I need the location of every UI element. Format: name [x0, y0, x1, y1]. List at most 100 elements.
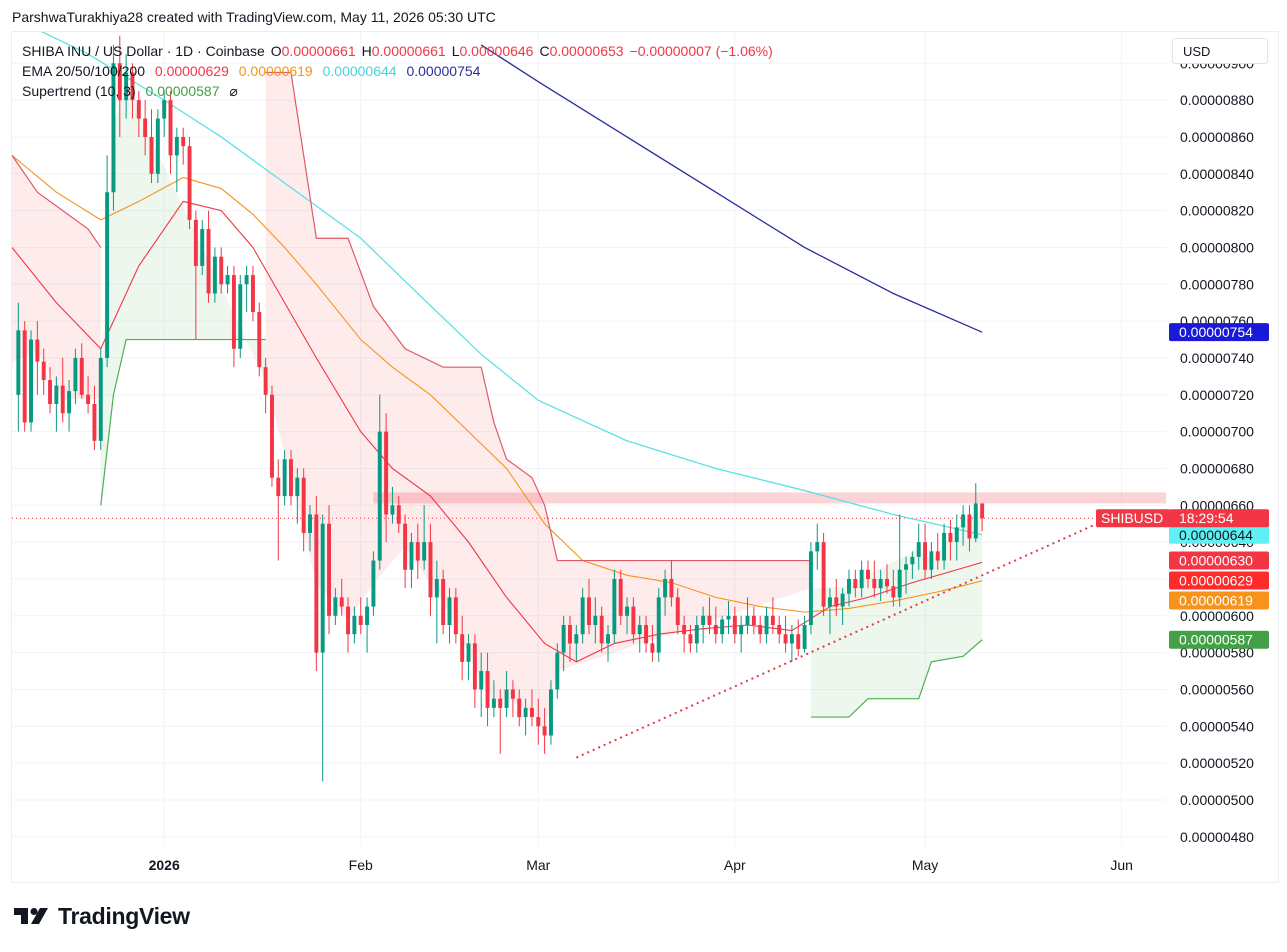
legend-ema50: 0.00000619	[238, 63, 313, 79]
candle-body	[346, 606, 351, 635]
candle-body	[713, 625, 718, 635]
candle-body	[859, 569, 864, 589]
candle-body	[327, 523, 331, 616]
candle-body	[384, 431, 389, 515]
candle-body	[295, 477, 300, 497]
header-credit: ParshwaTurakhiya28 created with TradingV…	[12, 9, 496, 25]
candle-body	[872, 578, 877, 589]
currency-selector[interactable]: USD	[1172, 38, 1268, 64]
y-tick-label: 0.00000540	[1180, 718, 1254, 734]
candle-body	[250, 275, 255, 312]
legend-change: −0.00000007 (−1.06%)	[629, 43, 773, 59]
candle-body	[466, 643, 471, 662]
candle-body	[701, 615, 706, 626]
legend-supertrend-label[interactable]: Supertrend (10, 3)	[22, 83, 136, 99]
candle-body	[352, 615, 357, 635]
candle-body	[460, 634, 465, 662]
candle-body	[878, 578, 883, 589]
supertrend-line-down	[265, 71, 811, 562]
supertrend-line-up	[100, 338, 266, 506]
candle-body	[637, 625, 642, 635]
symbol-label: SHIBUSD	[1101, 510, 1163, 526]
candle-body	[403, 523, 408, 570]
supertrend-fill-up	[100, 86, 266, 506]
candle-body	[98, 357, 103, 441]
price-label: 0.00000587	[1179, 632, 1253, 648]
legend-symbol[interactable]: SHIBA INU / US Dollar · 1D · Coinbase	[22, 43, 265, 59]
candle-body	[92, 404, 97, 441]
candle-body	[561, 625, 566, 653]
candle-body	[808, 551, 813, 626]
candle-body	[555, 652, 560, 690]
candle-body	[751, 615, 756, 626]
candle-body	[967, 514, 972, 539]
legend-open: 0.00000661	[281, 43, 356, 59]
candle-body	[739, 625, 744, 635]
candle-body	[16, 330, 21, 395]
candle-body	[193, 219, 198, 266]
y-tick-label: 0.00000720	[1180, 387, 1254, 403]
candle-body	[485, 671, 490, 708]
candle-body	[929, 551, 934, 570]
candle-body	[574, 634, 579, 644]
candle-body	[548, 689, 553, 736]
y-tick-label: 0.00000680	[1180, 460, 1254, 476]
tradingview-logo-icon	[14, 908, 48, 924]
candle-body	[181, 136, 186, 147]
price-label-bg	[1169, 525, 1269, 544]
candle-body	[212, 256, 217, 294]
y-axis: 0.000009000.000008800.000008600.00000840…	[1180, 55, 1254, 844]
candle-body	[523, 707, 528, 718]
hidden-eye-icon[interactable]: ⌀	[229, 83, 238, 99]
candle-body	[935, 551, 940, 561]
candle-body	[289, 459, 293, 497]
tradingview-logo[interactable]: TradingView	[14, 901, 190, 931]
legend-ema-label[interactable]: EMA 20/50/100/200	[22, 63, 145, 79]
y-tick-label: 0.00000800	[1180, 239, 1254, 255]
candle-body	[606, 634, 610, 644]
candle-body	[631, 606, 636, 635]
candle-body	[675, 597, 680, 626]
legend-low: 0.00000646	[459, 43, 534, 59]
candle-body	[479, 671, 484, 690]
legend-close: 0.00000653	[549, 43, 624, 59]
candle-body	[276, 477, 281, 497]
price-label: 0.00000629	[1179, 573, 1253, 589]
ema200-line	[480, 44, 983, 333]
candle-body	[948, 532, 953, 543]
x-tick-label: Apr	[724, 857, 746, 873]
legend-low-label: L	[451, 43, 460, 59]
candle-body	[219, 256, 224, 285]
y-tick-label: 0.00000780	[1180, 276, 1254, 292]
legend-symbol-row: SHIBA INU / US Dollar · 1D · Coinbase O0.…	[22, 41, 779, 61]
supertrend-line-up	[810, 639, 983, 718]
plot-layer	[12, 32, 1166, 782]
legend-ema-row: EMA 20/50/100/200 0.00000629 0.00000619 …	[22, 61, 486, 81]
candle-body	[916, 542, 921, 557]
candle-body	[834, 597, 839, 607]
candle-body	[536, 717, 541, 727]
candle-body	[301, 477, 306, 533]
candle-body	[720, 619, 725, 635]
supertrend-line-down	[12, 155, 102, 248]
candle-body	[973, 503, 978, 539]
supertrend-fill-up	[810, 510, 983, 718]
candle-body	[67, 391, 72, 414]
candle-body	[656, 597, 661, 653]
candle-body	[510, 689, 515, 699]
candle-body	[22, 330, 27, 423]
candle-body	[238, 284, 243, 349]
supertrend-fill-down	[12, 155, 101, 400]
candle-body	[200, 229, 205, 266]
x-tick-label: Jun	[1110, 857, 1133, 873]
candle-body	[745, 615, 750, 626]
candle-body	[866, 569, 870, 579]
candle-body	[891, 586, 896, 598]
candle-body	[257, 311, 262, 368]
chart-frame[interactable]	[11, 31, 1279, 883]
candle-body	[60, 385, 65, 414]
y-tick-label: 0.00000840	[1180, 166, 1254, 182]
candle-body	[187, 146, 192, 220]
price-label-bg	[1169, 551, 1269, 570]
